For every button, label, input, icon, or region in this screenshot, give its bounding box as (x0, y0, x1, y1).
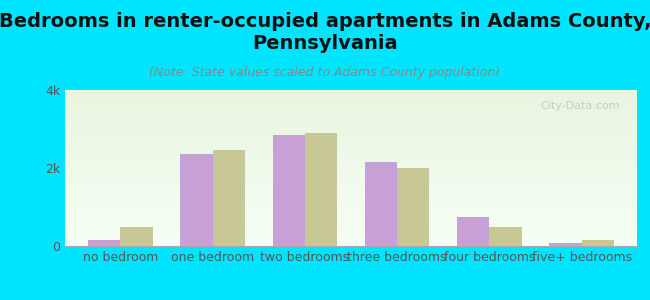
Bar (120, 226, 153, 246)
Bar (88, 240, 120, 246)
Bar (365, 162, 397, 246)
Bar (457, 217, 489, 246)
Bar (213, 150, 245, 246)
Text: Bedrooms in renter-occupied apartments in Adams County,
Pennsylvania: Bedrooms in renter-occupied apartments i… (0, 12, 650, 53)
Bar (582, 240, 614, 246)
Legend: Adams County, Pennsylvania: Adams County, Pennsylvania (203, 299, 499, 300)
Text: (Note: State values scaled to Adams County population): (Note: State values scaled to Adams Coun… (150, 66, 500, 79)
Bar (489, 226, 522, 246)
Bar (397, 168, 430, 246)
Bar (180, 154, 213, 246)
Bar (549, 243, 582, 246)
Bar (272, 135, 305, 246)
Bar (305, 133, 337, 246)
Text: City-Data.com: City-Data.com (540, 101, 620, 111)
